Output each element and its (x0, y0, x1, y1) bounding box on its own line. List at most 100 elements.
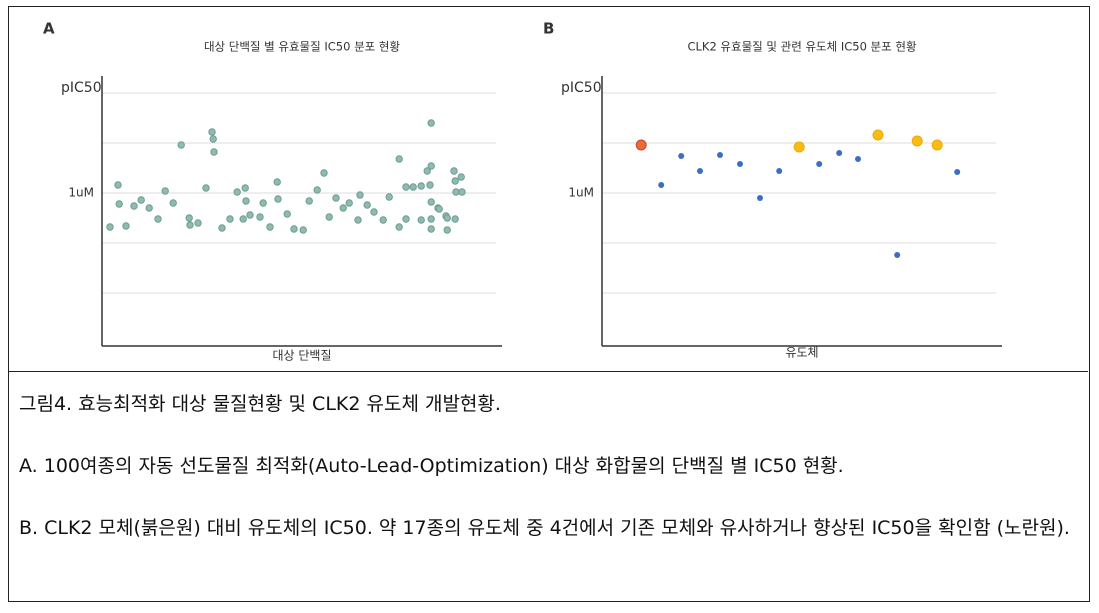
point (417, 216, 425, 224)
point (363, 201, 371, 209)
point (186, 221, 194, 229)
point (402, 183, 410, 191)
point (185, 214, 193, 222)
point (161, 187, 169, 195)
point (130, 202, 138, 210)
point (115, 200, 123, 208)
point (776, 168, 783, 174)
figure: A 대상 단백질 별 유효물질 IC50 분포 현황 pIC50 대상 단백질 1uM B… (8, 6, 1090, 602)
point (226, 215, 234, 223)
point (299, 226, 307, 234)
point (106, 223, 114, 231)
point (452, 188, 460, 196)
point (209, 135, 217, 143)
point (717, 152, 723, 158)
point (259, 199, 267, 207)
point (290, 225, 298, 233)
point (345, 199, 353, 207)
x-axis-label: 유도체 (785, 346, 818, 360)
caption-paragraph: B. CLK2 모체(붉은원) 대비 유도체의 IC50. 약 17종의 유도체… (19, 517, 1070, 539)
y-axis-label: pIC50 (61, 80, 102, 96)
y-axis-label: pIC50 (561, 80, 602, 96)
point (385, 193, 393, 201)
point (737, 161, 743, 167)
point (409, 183, 417, 191)
panel-label: A (43, 20, 55, 38)
point (370, 208, 378, 216)
point (816, 161, 823, 167)
point (911, 135, 923, 147)
x-axis-label: 대상 단백질 (272, 349, 331, 363)
point (154, 215, 162, 223)
point (218, 224, 226, 232)
point (658, 182, 665, 188)
point (273, 178, 281, 186)
point (379, 216, 387, 224)
point (458, 188, 466, 196)
point (427, 198, 435, 206)
point (339, 204, 347, 212)
point (210, 148, 218, 156)
point (177, 141, 185, 149)
chart-title: 대상 단백질 별 유효물질 IC50 분포 현황 (204, 40, 401, 54)
caption-paragraph: A. 100여종의 자동 선도물질 최적화(Auto-Lead-Optimiza… (19, 455, 844, 477)
point (427, 225, 435, 233)
point (202, 184, 210, 192)
point (793, 141, 805, 153)
point (241, 184, 249, 192)
caption-title: 그림4. 효능최적화 대상 물질현황 및 CLK2 유도체 개발현황. (19, 393, 501, 415)
point (169, 199, 177, 207)
point (122, 222, 130, 230)
point (450, 167, 458, 175)
y-tick-label: 1uM (68, 186, 94, 200)
point (457, 173, 465, 181)
point (855, 156, 861, 162)
point (256, 213, 264, 221)
point (246, 211, 254, 219)
point (242, 197, 250, 205)
point (266, 223, 274, 231)
point (872, 129, 884, 141)
chart-title: CLK2 유효물질 및 관련 유도체 IC50 분포 현황 (687, 40, 916, 54)
point (356, 191, 364, 199)
point (313, 186, 321, 194)
caption: 그림4. 효능최적화 대상 물질현황 및 CLK2 유도체 개발현황. A. 1… (9, 371, 1088, 570)
point (426, 181, 434, 189)
point (427, 215, 435, 223)
y-tick-label: 1uM (568, 186, 594, 200)
point (354, 216, 362, 224)
point (194, 219, 202, 227)
point (320, 169, 328, 177)
point (208, 128, 216, 136)
point (954, 169, 961, 175)
point (239, 215, 247, 223)
point (931, 139, 943, 151)
point (325, 213, 333, 221)
point (395, 155, 403, 163)
point (305, 197, 313, 205)
point (836, 150, 843, 156)
point (443, 226, 451, 234)
point (423, 167, 431, 175)
point (678, 153, 685, 159)
panel-label: B (543, 20, 554, 38)
point (274, 195, 282, 203)
point (427, 119, 435, 127)
point (435, 205, 443, 213)
point (332, 194, 340, 202)
point (233, 188, 241, 196)
point (402, 215, 410, 223)
point (395, 223, 403, 231)
point (114, 181, 122, 189)
point (283, 210, 291, 218)
point (451, 215, 459, 223)
point (427, 162, 435, 170)
charts: A 대상 단백질 별 유효물질 IC50 분포 현황 pIC50 대상 단백질 1uM B… (43, 20, 1002, 363)
point (145, 204, 153, 212)
point (894, 252, 901, 258)
point (443, 214, 451, 222)
point (635, 139, 647, 151)
point (417, 182, 425, 190)
point (451, 177, 459, 185)
point (137, 196, 145, 204)
